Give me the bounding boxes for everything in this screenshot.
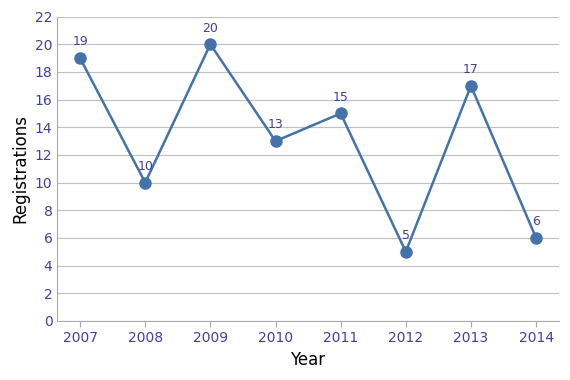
- Text: 20: 20: [202, 22, 218, 35]
- Text: 19: 19: [72, 35, 88, 48]
- Text: 5: 5: [402, 229, 410, 242]
- Y-axis label: Registrations: Registrations: [11, 114, 29, 223]
- Text: 15: 15: [333, 91, 349, 104]
- X-axis label: Year: Year: [291, 351, 325, 369]
- Text: 17: 17: [463, 63, 479, 76]
- Text: 10: 10: [137, 160, 153, 173]
- Text: 6: 6: [532, 215, 540, 228]
- Text: 13: 13: [268, 119, 283, 131]
